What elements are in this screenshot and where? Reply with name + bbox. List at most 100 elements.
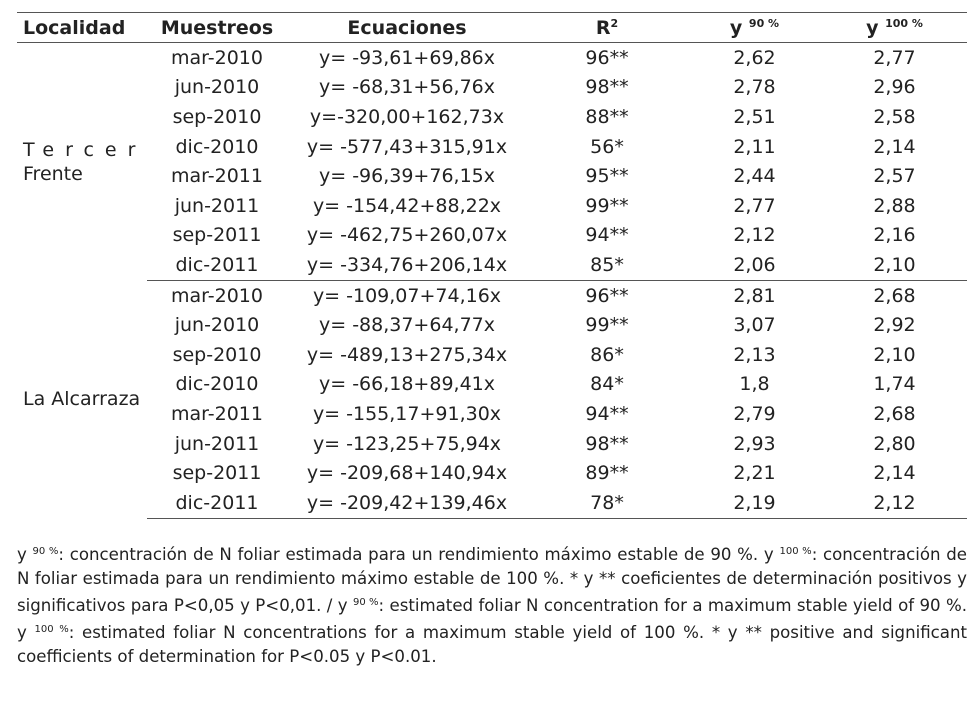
cell-y90: 2,77	[733, 194, 776, 217]
cell-r2: 56*	[590, 135, 624, 158]
cell-r2: 85*	[527, 250, 687, 281]
table-row: dic-2010 y= -577,43+315,91x 56* 2,11 2,14	[17, 132, 967, 162]
cell-y100: 2,14	[873, 462, 916, 485]
cell-muestreo: mar-2010	[171, 284, 263, 307]
table-row: sep-2010 y= -489,13+275,34x 86* 2,13 2,10	[17, 340, 967, 370]
cell-y100: 2,68	[873, 402, 916, 425]
table-body: Tercer Frente mar-2010 y= -93,61+69,86x 96**…	[17, 43, 967, 519]
cell-ecuacion: y= -96,39+76,15x	[318, 165, 495, 188]
footnote-sup100-1: 100 %	[779, 546, 812, 557]
cell-muestreo: dic-2011	[147, 250, 287, 281]
cell-r2: 99**	[585, 314, 629, 337]
cell-y100: 2,58	[873, 105, 916, 128]
cell-y100: 2,10	[822, 250, 967, 281]
header-y100: y 100 %	[822, 12, 967, 43]
cell-y90: 2,81	[733, 284, 776, 307]
cell-ecuacion: y= -155,17+91,30x	[312, 402, 502, 425]
cell-muestreo: sep-2011	[172, 462, 262, 485]
table-row: jun-2010 y= -88,37+64,77x 99** 3,07 2,92	[17, 310, 967, 340]
table-row: Tercer Frente mar-2010 y= -93,61+69,86x 96**…	[17, 43, 967, 185]
table-row: dic-2011 y= -209,42+139,46x 78* 2,19 2,12	[17, 487, 967, 519]
cell-y90: 2,44	[733, 165, 776, 188]
cell-y100: 2,77	[873, 46, 916, 69]
table-row: jun-2011 y= -123,25+75,94x 98** 2,93 2,80	[17, 429, 967, 459]
header-localidad: Localidad	[17, 12, 147, 43]
cell-r2: 84*	[590, 373, 624, 396]
cell-r2: 78*	[527, 487, 687, 519]
location-name: La Alcarraza	[23, 388, 141, 411]
cell-y100: 2,68	[873, 284, 916, 307]
cell-r2: 86*	[590, 343, 624, 366]
cell-y100: 2,80	[873, 432, 916, 455]
cell-ecuacion: y= -462,75+260,07x	[306, 224, 508, 247]
cell-muestreo: sep-2010	[172, 343, 262, 366]
cell-ecuacion: y= -209,42+139,46x	[287, 487, 527, 519]
cell-y100: 2,12	[822, 487, 967, 519]
results-table: Localidad Muestreos Ecuaciones R2 y 90 %…	[17, 12, 967, 519]
cell-r2: 94**	[585, 402, 629, 425]
cell-muestreo: jun-2011	[174, 194, 260, 217]
cell-ecuacion: y= -123,25+75,94x	[312, 432, 502, 455]
footnote-y-3: y	[337, 596, 348, 615]
cell-y100: 1,74	[873, 373, 916, 396]
cell-ecuacion: y= -489,13+275,34x	[306, 343, 508, 366]
header-muestreos: Muestreos	[147, 12, 287, 43]
table-row: jun-2011 y= -154,42+88,22x 99** 2,77 2,88	[17, 191, 967, 221]
table-row: sep-2011 y= -462,75+260,07x 94** 2,12 2,16	[17, 221, 967, 251]
cell-muestreo: sep-2010	[172, 105, 262, 128]
table-footnote: y 90 % : concentración de N foliar estima…	[17, 540, 967, 669]
cell-muestreo: mar-2011	[171, 165, 263, 188]
header-r2-sup: 2	[610, 16, 619, 30]
cell-muestreo: jun-2011	[174, 432, 260, 455]
cell-muestreo: dic-2010	[175, 135, 259, 158]
cell-ecuacion: y= -93,61+69,86x	[318, 46, 495, 69]
footnote-part2: : concentración de N foliar estimada par…	[17, 545, 967, 615]
cell-y100: 2,14	[873, 135, 916, 158]
table-row: dic-2010 y= -66,18+89,41x 84* 1,8 1,74	[17, 370, 967, 400]
footnote-part3: : estimated foliar N concentration for a…	[378, 596, 968, 615]
results-table-container: Localidad Muestreos Ecuaciones R2 y 90 %…	[17, 12, 967, 519]
cell-y90: 2,62	[733, 46, 776, 69]
table-row: mar-2011 y= -155,17+91,30x 94** 2,79 2,68	[17, 399, 967, 429]
table-row: mar-2011 y= -96,39+76,15x 95** 2,44 2,57	[17, 161, 967, 191]
cell-ecuacion: y= -209,68+140,94x	[306, 462, 508, 485]
cell-muestreo: dic-2011	[147, 487, 287, 519]
table-row: sep-2011 y= -209,68+140,94x 89** 2,21 2,14	[17, 458, 967, 488]
cell-y90: 2,19	[687, 487, 822, 519]
cell-ecuacion: y= -577,43+315,91x	[306, 135, 508, 158]
cell-y90: 2,06	[687, 250, 822, 281]
cell-y90: 2,51	[733, 105, 776, 128]
footnote-y-1: y	[17, 545, 27, 564]
footnote-y-2: y	[763, 545, 774, 564]
header-r2: R2	[527, 12, 687, 43]
location-name: Tercer	[23, 138, 147, 161]
cell-ecuacion: y= -154,42+88,22x	[312, 194, 502, 217]
footnote-part1: : concentración de N foliar estimada par…	[58, 545, 764, 564]
cell-r2: 89**	[585, 462, 629, 485]
cell-r2: 98**	[585, 76, 629, 99]
header-y90-sup: 90 %	[748, 16, 780, 30]
cell-ecuacion: y= -66,18+89,41x	[318, 373, 495, 396]
header-y100-sup: 100 %	[885, 16, 923, 30]
cell-y100: 2,57	[873, 165, 916, 188]
table-row: sep-2010 y=-320,00+162,73x 88** 2,51 2,58	[17, 102, 967, 132]
cell-ecuacion: y= -109,07+74,16x	[312, 284, 502, 307]
cell-muestreo: jun-2010	[174, 314, 260, 337]
header-y90-label: y	[729, 16, 743, 39]
cell-y100: 2,96	[873, 76, 916, 99]
cell-y100: 2,16	[873, 224, 916, 247]
header-ecuaciones: Ecuaciones	[287, 12, 527, 43]
location-cell: Tercer Frente	[17, 43, 147, 281]
cell-r2: 88**	[585, 105, 629, 128]
footnote-sup90-2: 90 %	[353, 597, 379, 608]
cell-y90: 2,13	[733, 343, 776, 366]
location-name-line2: Frente	[23, 162, 83, 185]
cell-r2: 98**	[585, 432, 629, 455]
cell-r2: 94**	[585, 224, 629, 247]
cell-y100: 2,10	[873, 343, 916, 366]
cell-y90: 3,07	[733, 314, 776, 337]
cell-y90: 2,12	[733, 224, 776, 247]
cell-r2: 96**	[585, 46, 629, 69]
location-cell: La Alcarraza	[17, 280, 147, 518]
cell-y90: 2,78	[733, 76, 776, 99]
